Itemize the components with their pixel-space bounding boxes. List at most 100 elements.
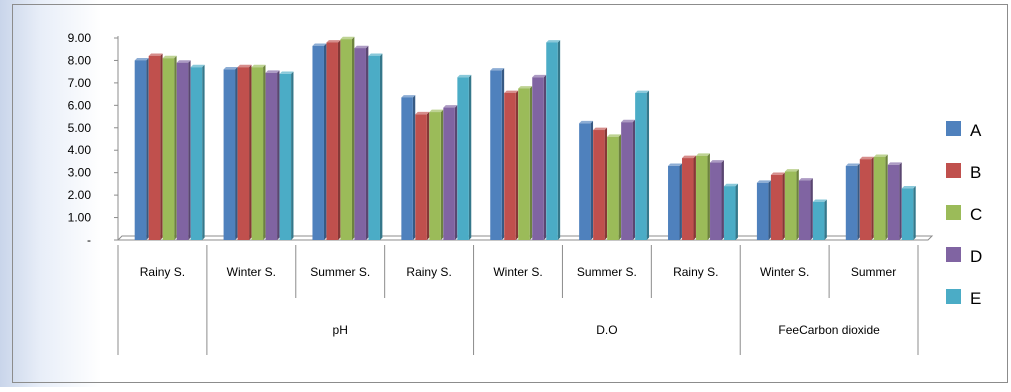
bar — [162, 55, 177, 241]
bar — [312, 43, 327, 241]
bar-side — [646, 90, 650, 240]
bar-top — [148, 53, 163, 56]
bar-front — [279, 73, 292, 241]
bar-side — [857, 163, 860, 240]
bar-top — [340, 36, 355, 40]
x-tick-label: Winter S. — [493, 265, 542, 279]
bar — [812, 199, 827, 240]
y-tick-label: 3.00 — [68, 166, 92, 180]
bar-front — [457, 77, 469, 241]
x-tick-label: Rainy S. — [140, 265, 185, 279]
bar-side — [913, 185, 916, 240]
bar-front — [429, 112, 441, 240]
bar-side — [810, 178, 813, 240]
legend: A B C D E — [946, 121, 982, 308]
bar-front — [546, 42, 558, 240]
bar-side — [188, 60, 191, 241]
bar — [401, 95, 416, 240]
bar-top — [546, 40, 561, 43]
bar-top — [873, 154, 888, 157]
x-group-label: D.O — [596, 323, 617, 337]
bar-front — [798, 180, 811, 240]
bar-front — [887, 164, 900, 240]
legend-label: D — [970, 247, 982, 266]
bar — [546, 40, 561, 240]
bar-side — [291, 71, 294, 240]
bar-side — [693, 155, 696, 240]
bar-top — [429, 109, 444, 113]
bar-side — [249, 64, 252, 241]
bar — [579, 120, 594, 240]
bar-front — [724, 186, 736, 240]
x-tick-label: Summer S. — [577, 265, 637, 279]
bar — [190, 64, 205, 241]
bar — [682, 155, 696, 240]
bar-side — [365, 45, 369, 241]
bar-top — [134, 58, 149, 61]
bar — [859, 156, 874, 240]
bar — [770, 172, 785, 240]
bar-side — [263, 64, 266, 241]
bar-side — [899, 162, 902, 240]
bar-side — [707, 153, 710, 240]
x-tick-label: Winter S. — [227, 265, 276, 279]
bar-side — [440, 109, 444, 241]
bar-top — [354, 45, 369, 49]
x-tick-label: Winter S. — [760, 265, 809, 279]
y-tick-label: 4.00 — [68, 143, 92, 157]
x-tick-label: Summer — [851, 265, 896, 279]
legend-item: C — [946, 205, 982, 224]
bar-side — [351, 36, 355, 240]
bar-top — [190, 64, 205, 68]
bar — [504, 90, 519, 240]
bar — [415, 111, 430, 241]
bar — [873, 154, 888, 240]
bar-side — [721, 160, 724, 240]
bar-side — [146, 58, 149, 240]
x-group-label: FeeCarbon dioxide — [778, 323, 880, 337]
y-tick-label: 9.00 — [68, 31, 92, 45]
bar-front — [635, 92, 647, 240]
bar-side — [235, 67, 238, 241]
bar-front — [784, 171, 797, 240]
bar-side — [618, 134, 622, 240]
bar — [251, 64, 266, 241]
bar-front — [770, 174, 783, 240]
bar-side — [768, 180, 771, 240]
bar — [518, 86, 533, 240]
legend-label: C — [970, 205, 982, 224]
bar-top — [504, 90, 519, 93]
bar-side — [379, 53, 383, 240]
bar-front — [845, 165, 858, 240]
bar-front — [490, 70, 502, 241]
bar-top — [223, 67, 238, 70]
bar-top — [668, 163, 682, 166]
y-axis: - 1.00 2.00 3.00 4.00 5.00 6.00 7.00 8.00 9.00 — [68, 31, 119, 247]
bar-front — [237, 67, 250, 240]
y-tick-label: 2.00 — [68, 188, 92, 202]
bar-front — [251, 67, 264, 240]
bar-side — [543, 74, 547, 240]
bar — [354, 45, 369, 241]
bar-side — [160, 53, 163, 240]
bar-front — [710, 162, 722, 240]
bar — [457, 74, 472, 241]
bar — [784, 169, 799, 240]
bar-front — [415, 114, 427, 240]
x-tick-label: Rainy S. — [673, 265, 718, 279]
bar-top — [237, 64, 252, 68]
bar-top — [710, 160, 724, 163]
bar-front — [518, 88, 530, 240]
bar-top — [845, 163, 860, 166]
bar-side — [277, 70, 280, 240]
bar-front — [148, 55, 161, 241]
bar-side — [557, 40, 561, 240]
bar-front — [859, 159, 872, 240]
bar — [593, 127, 608, 240]
bar-front — [340, 39, 352, 240]
bar — [443, 105, 458, 240]
bar-top — [518, 86, 533, 89]
bar-top — [532, 74, 547, 78]
bar — [223, 67, 238, 241]
bar-top — [312, 43, 327, 46]
